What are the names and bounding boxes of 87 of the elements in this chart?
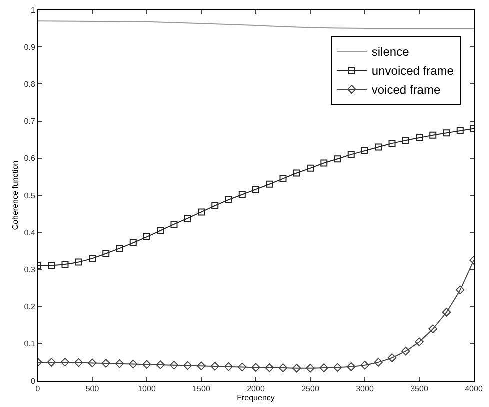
x-tick-label: 4000 — [465, 384, 484, 394]
point — [293, 170, 300, 177]
point — [401, 346, 410, 356]
point — [238, 362, 247, 372]
y-tick-label: 1 — [30, 6, 36, 15]
y-tick-label: 0.6 — [24, 154, 36, 164]
y-tick-label: 0.3 — [24, 266, 36, 274]
legend-label: voiced frame — [372, 83, 441, 98]
point — [334, 156, 342, 163]
point — [443, 130, 450, 137]
point — [47, 358, 56, 367]
point — [428, 324, 438, 334]
y-axis-title: Coherence function — [10, 160, 20, 230]
point — [142, 360, 152, 370]
point — [130, 239, 137, 246]
point — [144, 234, 150, 241]
point — [224, 362, 234, 372]
x-tick-label: 2500 — [302, 384, 320, 394]
point — [456, 127, 464, 134]
point — [157, 227, 164, 234]
point — [374, 358, 384, 367]
point — [88, 358, 97, 368]
y-tick-label: 0.5 — [24, 191, 36, 200]
point — [128, 360, 138, 369]
x-tick-label: 2000 — [247, 384, 266, 394]
point — [183, 361, 192, 370]
point — [238, 191, 246, 198]
x-axis-title: Frequency — [237, 394, 275, 403]
y-tick-label: 0 — [30, 376, 36, 386]
point — [170, 220, 178, 228]
point — [456, 286, 465, 295]
y-tick-label: 0.1 — [24, 340, 36, 349]
point — [102, 250, 110, 258]
point — [75, 258, 82, 266]
point — [416, 134, 423, 142]
point — [225, 196, 232, 204]
point — [307, 164, 314, 172]
legend-label: silence — [372, 45, 410, 60]
point — [306, 364, 315, 373]
point — [292, 364, 302, 373]
point — [388, 354, 397, 362]
y-tick-label: 0.9 — [24, 42, 36, 52]
point — [197, 362, 206, 371]
y-tick-label: 0.2 — [24, 302, 36, 312]
point — [348, 151, 355, 158]
point — [360, 361, 370, 370]
point — [210, 362, 220, 371]
point — [198, 208, 205, 216]
point — [252, 363, 260, 372]
point — [415, 338, 424, 346]
x-tick-label: 1500 — [192, 384, 211, 394]
point — [375, 144, 382, 151]
point — [346, 362, 356, 372]
x-tick-label: 500 — [86, 384, 100, 394]
point — [333, 363, 342, 372]
y-tick-label: 0.8 — [24, 80, 36, 89]
point — [388, 140, 396, 148]
point — [430, 132, 437, 139]
y-tick-label: 0.7 — [24, 117, 36, 126]
point — [170, 361, 179, 370]
point — [156, 360, 166, 370]
point — [252, 186, 260, 194]
point — [278, 364, 288, 372]
point — [62, 261, 69, 268]
point — [74, 358, 84, 368]
point — [402, 137, 410, 144]
point — [266, 180, 274, 188]
x-tick-label: 3500 — [410, 384, 429, 394]
point — [265, 364, 274, 372]
point — [48, 262, 56, 270]
point — [320, 160, 328, 167]
x-tick-label: 3000 — [356, 384, 374, 394]
line-series — [38, 20, 474, 30]
point — [116, 245, 124, 252]
point — [115, 360, 124, 368]
point — [320, 364, 329, 372]
y-tick-label: 0.4 — [24, 228, 36, 238]
point — [280, 175, 287, 182]
point — [60, 358, 70, 367]
point — [102, 359, 111, 368]
point — [212, 202, 219, 210]
point — [184, 215, 192, 222]
legend-label: unvoiced frame — [372, 64, 454, 78]
point — [89, 255, 96, 262]
point — [362, 147, 368, 154]
point — [442, 308, 452, 317]
x-tick-label: 1000 — [138, 384, 156, 394]
